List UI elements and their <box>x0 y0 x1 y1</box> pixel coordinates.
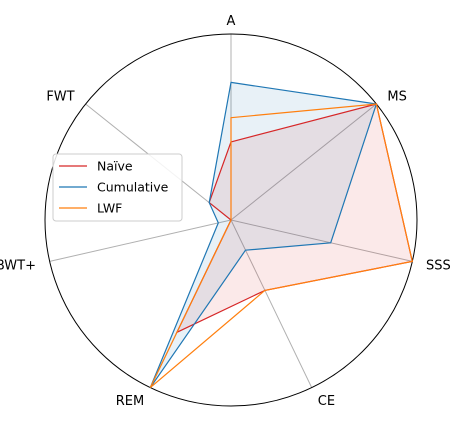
radar-series <box>149 81 414 389</box>
legend-box <box>52 153 183 222</box>
legend-label-na-ve: Naïve <box>97 159 133 174</box>
spoke-sss <box>230 219 413 262</box>
spoke-bwt- <box>49 219 232 262</box>
legend-label-cumulative: Cumulative <box>97 180 169 195</box>
axis-label-a: A <box>227 14 236 29</box>
legend: Naïve Cumulative LWF <box>52 153 183 222</box>
axis-label-rem: REM <box>116 394 144 409</box>
axis-label-sss: SSS <box>426 259 451 274</box>
legend-label-lwf: LWF <box>97 201 122 216</box>
series-area-na-ve <box>176 104 413 333</box>
axis-label-ms: MS <box>387 89 406 104</box>
spoke-ce <box>230 219 313 388</box>
axis-label-bwt-: BWT+ <box>0 259 36 274</box>
radar-outer-circle <box>44 33 418 407</box>
axis-label-ce: CE <box>318 394 335 409</box>
series-line-lwf <box>149 103 414 389</box>
axis-label-fwt: FWT <box>46 89 74 104</box>
series-area-cumulative <box>150 82 377 388</box>
radar-axis-labels: A MS SSS CE REM BWT+ FWT <box>0 14 451 409</box>
spoke-ms <box>230 103 377 221</box>
series-line-cumulative <box>149 81 378 388</box>
